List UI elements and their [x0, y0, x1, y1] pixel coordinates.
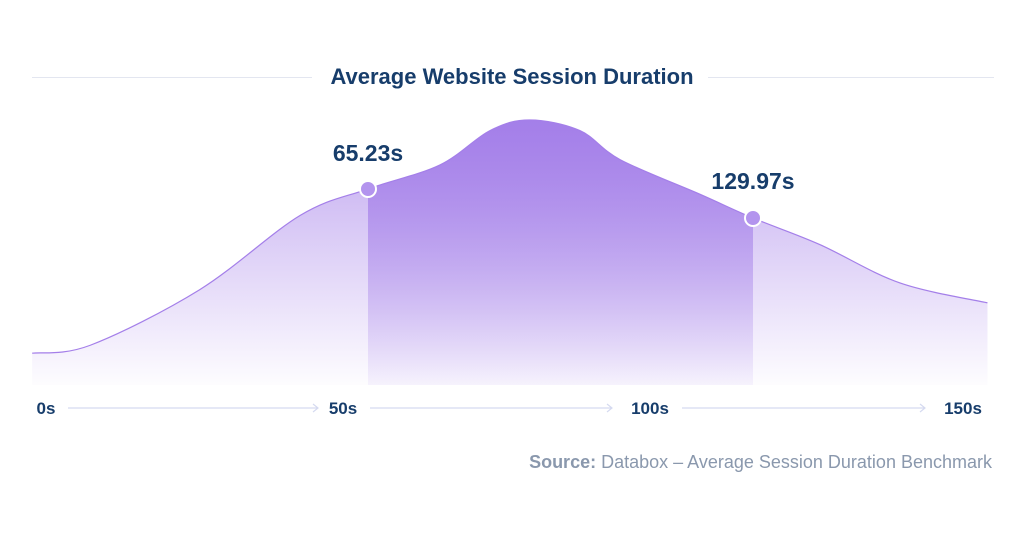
annotation-label: 129.97s — [711, 168, 795, 194]
x-tick-label: 50s — [328, 399, 358, 418]
x-axis-arrow — [370, 403, 613, 413]
x-tick-label: 100s — [631, 399, 669, 418]
source-note: Source: Databox – Average Session Durati… — [529, 452, 992, 472]
title-divider-right — [708, 77, 994, 78]
x-axis-arrow — [682, 403, 926, 413]
annotation-marker — [359, 180, 377, 198]
annotation-marker — [744, 209, 762, 227]
title-divider-left — [32, 77, 312, 78]
x-tick-label: 150s — [944, 399, 982, 418]
distribution-line — [32, 119, 988, 354]
chart-title: Average Website Session Duration — [0, 64, 1024, 90]
x-tick-label: 0s — [36, 399, 56, 418]
annotation-label: 65.23s — [332, 140, 404, 166]
highlight-band-area — [368, 120, 753, 385]
x-axis-arrow — [68, 403, 319, 413]
